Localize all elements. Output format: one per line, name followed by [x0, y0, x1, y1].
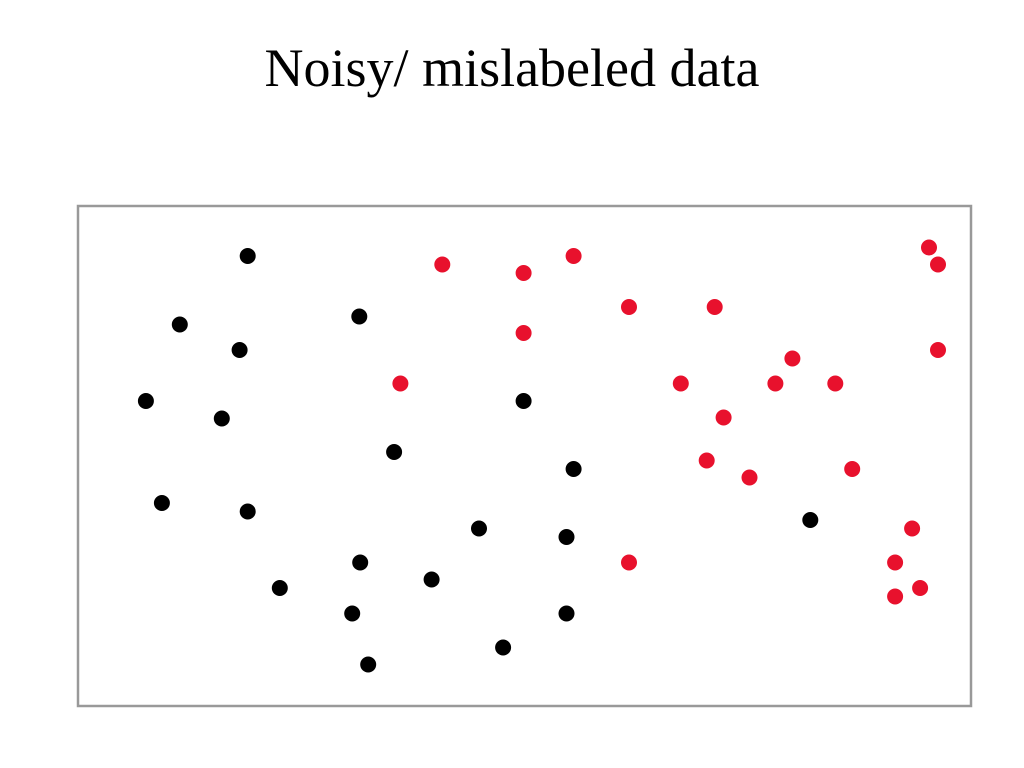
red-point-17: [844, 461, 861, 477]
red-point-12: [767, 375, 784, 392]
black-point-2: [231, 342, 248, 358]
black-point-5: [213, 410, 230, 427]
red-point-22: [887, 588, 904, 605]
red-point-7: [515, 325, 532, 341]
black-point-0: [239, 248, 256, 264]
black-point-20: [802, 512, 819, 528]
red-point-19: [621, 554, 637, 571]
red-point-21: [912, 580, 929, 596]
page-title: Noisy/ mislabeled data: [264, 38, 760, 98]
black-point-17: [558, 605, 575, 622]
black-point-4: [137, 393, 154, 409]
red-point-14: [715, 409, 732, 426]
red-point-10: [392, 375, 409, 392]
points-layer: [137, 239, 946, 673]
black-point-9: [153, 495, 170, 511]
black-point-19: [360, 656, 377, 673]
plot-frame: [76, 204, 973, 708]
red-point-4: [930, 256, 946, 273]
red-point-9: [930, 342, 946, 358]
red-point-3: [921, 239, 937, 256]
red-point-13: [827, 375, 844, 392]
red-point-16: [741, 469, 758, 486]
black-point-14: [423, 571, 440, 588]
black-point-18: [495, 639, 512, 656]
black-point-12: [558, 529, 575, 545]
black-point-16: [344, 605, 361, 622]
black-point-8: [565, 461, 582, 477]
red-point-1: [515, 265, 532, 281]
black-point-15: [271, 580, 288, 596]
red-point-5: [621, 299, 637, 315]
black-point-6: [386, 444, 403, 460]
red-point-20: [887, 554, 904, 571]
black-point-7: [515, 393, 532, 409]
black-point-11: [471, 520, 487, 537]
red-point-0: [434, 256, 451, 273]
black-point-13: [352, 554, 369, 571]
red-point-6: [706, 299, 723, 315]
black-point-10: [239, 503, 256, 520]
red-point-11: [672, 375, 689, 392]
red-point-15: [698, 452, 715, 469]
black-point-3: [351, 308, 368, 325]
red-point-18: [904, 520, 921, 537]
red-point-2: [565, 248, 582, 264]
black-point-1: [171, 316, 188, 333]
red-point-8: [784, 350, 801, 367]
